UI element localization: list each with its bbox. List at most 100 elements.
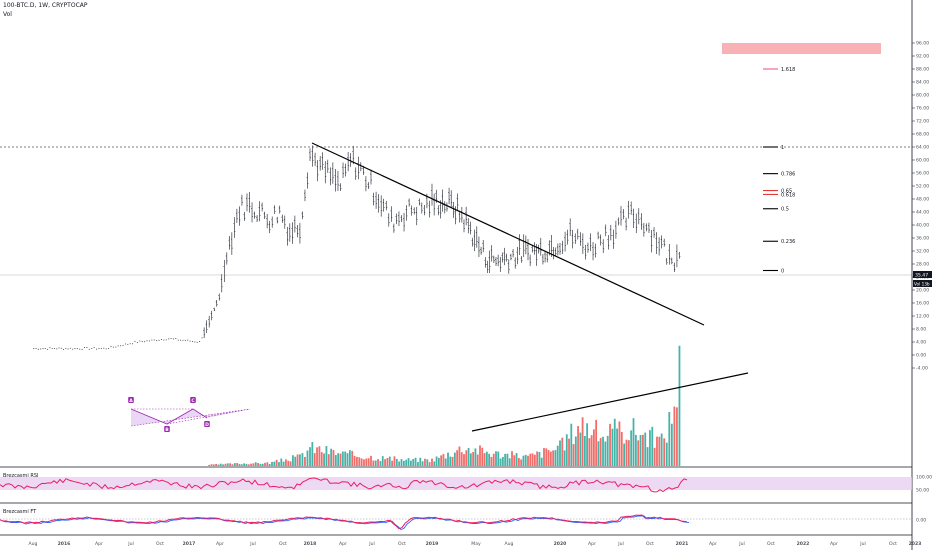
volume-bar: [508, 458, 511, 466]
volume-trendline[interactable]: [471, 372, 749, 432]
time-tick-label: Apr: [339, 541, 347, 547]
volume-bar: [252, 463, 255, 466]
volume-bar: [224, 463, 227, 466]
last-price-tag: 35.47: [915, 273, 928, 279]
volume-bar: [245, 463, 248, 466]
pattern-point-label: C: [191, 398, 195, 404]
volume-bar: [264, 462, 266, 466]
volume-bar: [332, 450, 335, 466]
price-tick-label: 96.00: [916, 41, 929, 47]
volume-bar: [337, 453, 340, 466]
volume-bar: [616, 428, 618, 466]
target-zone[interactable]: [722, 43, 881, 54]
time-tick-label: 2016: [58, 541, 71, 547]
volume-bar: [348, 450, 351, 466]
volume-bar: [467, 447, 470, 466]
volume-bar: [442, 453, 445, 466]
volume-bar: [222, 464, 225, 466]
volume-legend[interactable]: Vol: [3, 11, 12, 18]
ft-title[interactable]: Brezcasmi FT: [3, 509, 37, 515]
time-tick-label: Oct: [279, 541, 287, 547]
volume-bar: [444, 458, 447, 466]
volume-bar: [257, 463, 259, 466]
volume-bar: [602, 436, 604, 466]
volume-bar: [208, 464, 211, 466]
volume-bar: [513, 455, 516, 466]
ft-signal-line[interactable]: [1, 515, 690, 531]
volume-bar: [453, 452, 456, 466]
time-tick-label: Apr: [216, 541, 224, 547]
volume-bar: [428, 462, 431, 466]
pattern-point-marker: [190, 397, 196, 403]
volume-bar: [212, 464, 215, 466]
time-axis[interactable]: Aug 2016 Apr Jul Oct 2017 Apr Jul Oct 2018 Apr Jul O…: [29, 541, 922, 547]
volume-bar: [358, 457, 361, 466]
volume-bar: [592, 429, 595, 466]
time-tick-label: 2019: [426, 541, 439, 547]
volume-bar: [497, 451, 500, 466]
volume-bar: [515, 453, 518, 466]
volume-bar: [538, 451, 541, 466]
volume-bar: [334, 455, 337, 466]
volume-bar: [435, 456, 438, 466]
volume-bar: [325, 446, 328, 466]
volume-bar: [488, 453, 491, 466]
volume-bar: [219, 463, 222, 466]
volume-bar: [395, 458, 398, 466]
volume-bar: [554, 450, 557, 466]
price-tick-label: 72.00: [916, 119, 929, 125]
volume-bar: [579, 432, 582, 466]
abcd-pattern[interactable]: A B C D: [128, 397, 251, 433]
volume-bar: [409, 460, 412, 466]
rsi-title[interactable]: Brezcasmi RSI: [3, 473, 38, 479]
volume-bar: [289, 461, 292, 466]
volume-bar: [663, 438, 666, 466]
volume-bar: [330, 448, 333, 466]
volume-bar: [421, 461, 424, 466]
volume-bar: [646, 447, 649, 466]
volume-bar: [318, 446, 321, 466]
ft-line[interactable]: [0, 514, 688, 530]
time-tick-label: 2018: [304, 541, 317, 547]
volume-bar: [273, 461, 276, 466]
volume-bar: [463, 454, 465, 466]
price-tick-label: -4.00: [916, 366, 928, 372]
volume-bar: [552, 450, 555, 466]
price-tick-label: 68.00: [916, 132, 929, 138]
fib-level-label: 0.65: [781, 188, 792, 194]
descending-trendline[interactable]: [311, 142, 705, 326]
time-tick-label: Jul: [127, 541, 134, 547]
symbol-title[interactable]: 100-BTC.D, 1W, CRYPTOCAP: [3, 2, 88, 9]
indicator-axis[interactable]: 100.00 50.00 0.00: [916, 475, 932, 524]
time-tick-label: Jul: [738, 541, 745, 547]
volume-bar: [285, 459, 287, 466]
volume-bar: [545, 448, 548, 466]
volume-bar: [660, 433, 663, 466]
volume-bar: [533, 454, 536, 466]
volume-bar: [676, 407, 678, 466]
volume-bar: [606, 435, 609, 466]
fib-levels[interactable]: 1.618 1 0.786 0.650.618 0.5 0.236 0: [763, 67, 795, 274]
volume-bar: [641, 434, 644, 466]
indicator-tick-label: 50.00: [916, 488, 929, 494]
time-tick-label: Apr: [588, 541, 596, 547]
price-tick-label: 48.00: [916, 197, 929, 203]
volume-bar: [490, 456, 493, 466]
time-tick-label: Aug: [29, 541, 38, 547]
volume-bar: [549, 451, 552, 466]
volume-bar: [656, 436, 658, 466]
volume-bar: [547, 450, 550, 466]
price-axis[interactable]: 96.00 92.00 88.00 84.00 80.00 76.00 72.00 68.00…: [912, 41, 929, 372]
rsi-line[interactable]: [0, 477, 688, 493]
volume-bar: [559, 440, 561, 466]
volume-bar: [529, 453, 532, 466]
volume-bar: [384, 459, 386, 466]
volume-bar: [517, 458, 520, 466]
volume-bar: [570, 423, 573, 466]
volume-bar: [586, 423, 589, 466]
volume-bar: [556, 445, 559, 466]
price-tick-label: 92.00: [916, 54, 929, 60]
volume-bar: [658, 436, 661, 466]
volume-bar: [447, 452, 449, 466]
